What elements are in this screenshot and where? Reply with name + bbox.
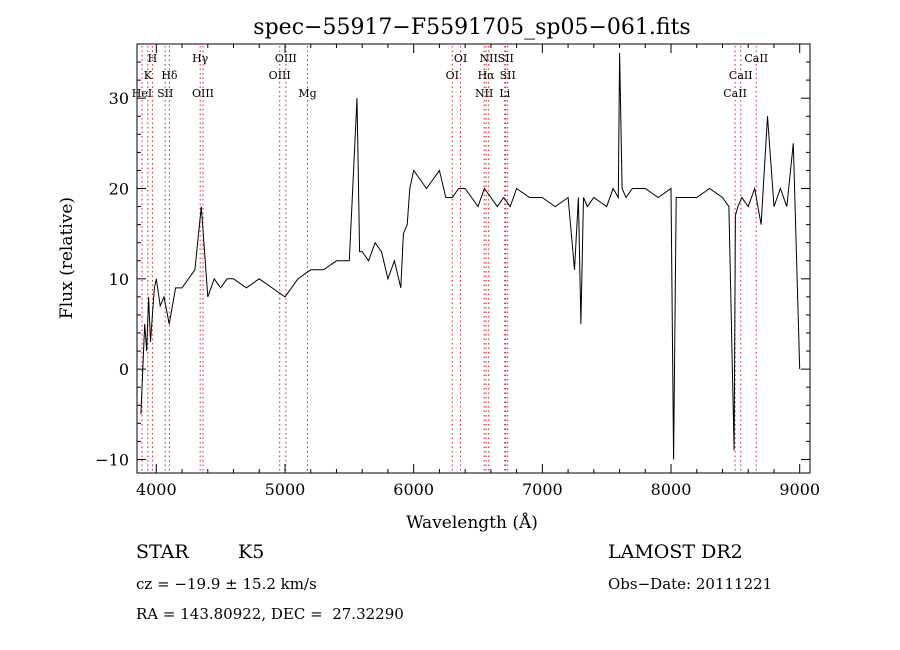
- spectral-line-label: OIII: [192, 87, 214, 100]
- spectral-line-label: Hα: [478, 69, 496, 82]
- object-subclass: K5: [238, 541, 264, 563]
- observation-date: Obs−Date: 20111221: [608, 575, 772, 593]
- spectrum-series-line: [140, 52, 801, 460]
- y-tick-label: 20: [109, 180, 129, 199]
- x-tick-label: 7000: [522, 480, 563, 499]
- x-tick-label: 9000: [779, 480, 820, 499]
- spectral-line-label: SII: [157, 87, 173, 100]
- plot-frame: [136, 43, 811, 474]
- spectral-line-label: CaII: [729, 69, 753, 82]
- spectral-line-label: SII: [500, 69, 516, 82]
- chart-title: spec−55917−F5591705_sp05−061.fits: [253, 15, 690, 40]
- redshift-cz: cz = −19.9 ± 15.2 km/s: [136, 575, 317, 593]
- y-tick-label: 30: [109, 89, 129, 108]
- y-tick-label: −10: [95, 450, 129, 469]
- spectral-line-markers: [141, 46, 757, 471]
- x-axis-label: Wavelength (Å): [406, 512, 538, 533]
- spectral-line-label: OIII: [275, 52, 297, 65]
- spectral-line-label: Hδ: [161, 69, 178, 82]
- spectral-line-label: NII: [480, 52, 498, 65]
- spectral-line-label: NII: [475, 87, 493, 100]
- x-tick-label: 6000: [393, 480, 434, 499]
- spectral-line-label: OI: [454, 52, 467, 65]
- spectral-line-label: Hγ: [192, 52, 209, 65]
- x-tick-label: 4000: [136, 480, 177, 499]
- y-axis: −10 0 10 20 30: [95, 61, 810, 469]
- spectral-line-label: HeI: [132, 87, 152, 100]
- spectral-line-label: CaII: [723, 87, 747, 100]
- survey-name: LAMOST DR2: [608, 541, 743, 563]
- series-layer: [140, 52, 801, 460]
- x-tick-label: 8000: [651, 480, 692, 499]
- spectral-line-label: SII: [498, 52, 514, 65]
- spectral-line-label: OIII: [269, 69, 291, 82]
- spectral-line-label: H: [148, 52, 158, 65]
- spectral-line-label: Mg: [298, 87, 316, 100]
- x-axis: 4000 5000 6000 7000 8000 9000: [136, 44, 820, 499]
- coordinates: RA = 143.80922, DEC = 27.32290: [136, 605, 404, 623]
- object-class: STAR: [136, 541, 189, 563]
- y-axis-label: Flux (relative): [57, 197, 77, 319]
- x-tick-label: 5000: [265, 480, 306, 499]
- spectral-line-label: K: [144, 69, 153, 82]
- spectral-line-label: Li: [499, 87, 510, 100]
- spectral-line-label: CaII: [744, 52, 768, 65]
- y-tick-label: 10: [109, 270, 129, 289]
- spectral-line-label: OI: [446, 69, 459, 82]
- y-tick-label: 0: [119, 360, 129, 379]
